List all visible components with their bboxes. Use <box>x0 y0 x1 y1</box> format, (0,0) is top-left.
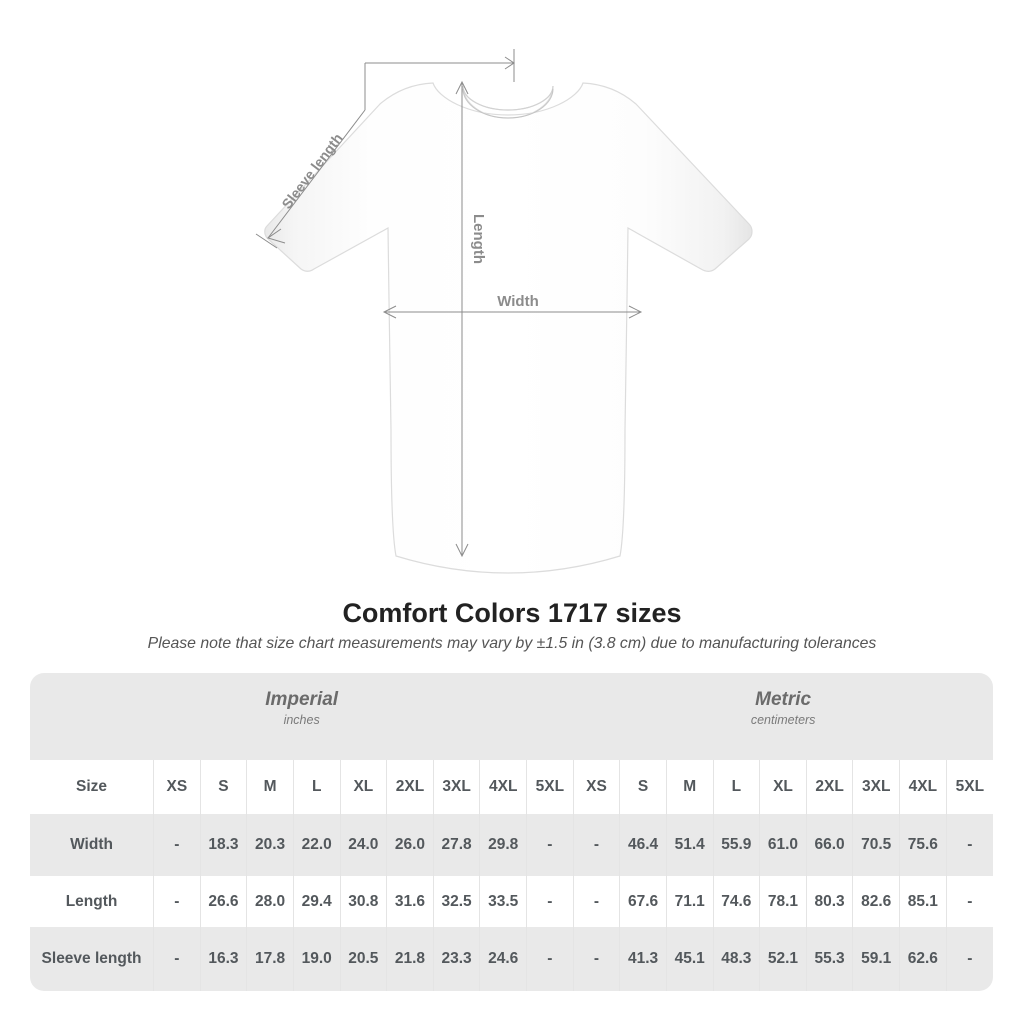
svg-text:Width: Width <box>497 293 539 310</box>
svg-text:Length: Length <box>470 214 487 264</box>
